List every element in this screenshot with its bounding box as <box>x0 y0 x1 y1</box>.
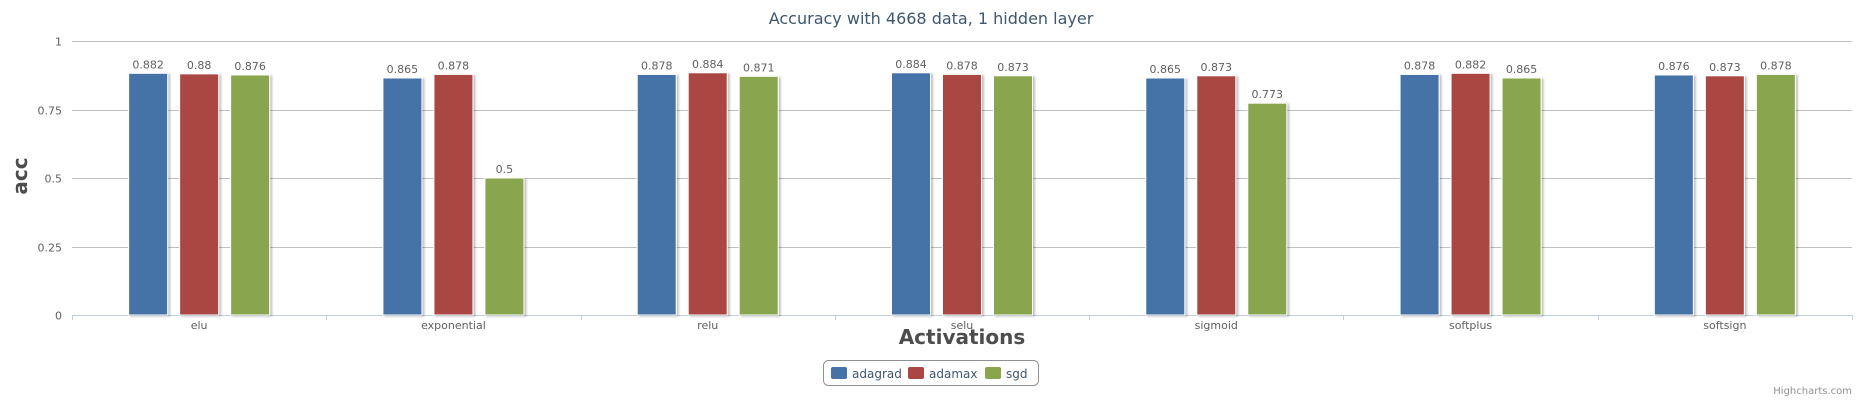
bar-sgd-exponential[interactable] <box>484 177 525 316</box>
legend-swatch <box>908 367 924 379</box>
bar-adagrad-softsign[interactable] <box>1653 74 1694 316</box>
data-label: 0.876 <box>234 60 266 73</box>
y-tick-label: 1 <box>55 36 62 49</box>
data-label: 0.865 <box>1150 63 1182 76</box>
bar-sgd-selu[interactable] <box>993 75 1033 316</box>
y-tick-label: 0.75 <box>38 105 63 118</box>
y-axis-title: acc <box>8 157 32 194</box>
data-label: 0.865 <box>387 63 419 76</box>
bar-adamax-sigmoid[interactable] <box>1196 75 1237 316</box>
bar-adamax-elu[interactable] <box>179 73 220 316</box>
data-label: 0.871 <box>743 61 775 74</box>
bar-adagrad-sigmoid[interactable] <box>1145 77 1186 316</box>
legend-label: adagrad <box>852 367 902 381</box>
data-label: 0.5 <box>496 163 514 176</box>
bars <box>128 72 1796 316</box>
legend-item-adamax[interactable]: adamax <box>908 367 977 381</box>
legend-label: adamax <box>929 367 977 381</box>
legend-label: sgd <box>1006 367 1028 381</box>
bar-adamax-selu[interactable] <box>942 73 982 316</box>
chart-title: Accuracy with 4668 data, 1 hidden layer <box>769 9 1094 28</box>
x-tick-label: elu <box>191 319 208 332</box>
bar-sgd-elu[interactable] <box>230 74 271 316</box>
bar-sgd-softsign[interactable] <box>1755 73 1796 316</box>
legend-item-sgd[interactable]: sgd <box>985 367 1028 381</box>
data-label: 0.878 <box>1404 59 1436 72</box>
x-tick-label: selu <box>951 319 974 332</box>
y-tick-label: 0.5 <box>45 173 63 186</box>
x-tick-label: relu <box>697 319 718 332</box>
data-label: 0.878 <box>438 59 470 72</box>
data-label: 0.865 <box>1506 63 1538 76</box>
bar-adagrad-relu[interactable] <box>636 73 677 316</box>
bar-adamax-softplus[interactable] <box>1450 72 1491 316</box>
data-label: 0.88 <box>187 59 212 72</box>
legend-swatch <box>831 367 847 379</box>
legend-item-adagrad[interactable]: adagrad <box>831 367 902 381</box>
legend-swatch <box>985 367 1001 379</box>
x-axis-title: Activations <box>899 325 1026 349</box>
y-tick-label: 0.25 <box>38 242 63 255</box>
data-label: 0.873 <box>997 61 1029 74</box>
bar-sgd-softplus[interactable] <box>1501 77 1542 316</box>
x-tick-label: exponential <box>421 319 486 332</box>
legend-box <box>823 360 1039 386</box>
bar-adagrad-elu[interactable] <box>128 72 169 316</box>
data-labels: 0.882 0.865 0.878 0.884 0.865 0.878 0.876 0.88 0… <box>132 58 1791 176</box>
y-axis-ticks: 0 0.25 0.5 0.75 1 <box>38 36 63 323</box>
legend[interactable]: adagrad adamax sgd <box>823 360 1039 386</box>
bar-adamax-relu[interactable] <box>687 72 728 316</box>
data-label: 0.884 <box>692 58 724 71</box>
bar-sgd-sigmoid[interactable] <box>1247 102 1288 316</box>
data-label: 0.878 <box>641 59 673 72</box>
x-tick-label: sigmoid <box>1195 319 1238 332</box>
bar-adamax-softsign[interactable] <box>1704 75 1745 316</box>
y-tick-label: 0 <box>55 310 62 323</box>
data-label: 0.876 <box>1658 60 1690 73</box>
credits[interactable]: Highcharts.com <box>1773 386 1852 397</box>
bar-adagrad-exponential[interactable] <box>382 77 423 316</box>
data-label: 0.878 <box>946 59 978 72</box>
data-label: 0.873 <box>1709 61 1741 74</box>
data-label: 0.873 <box>1201 61 1233 74</box>
bar-adamax-exponential[interactable] <box>433 73 474 316</box>
x-tick-label: softplus <box>1449 319 1492 332</box>
data-label: 0.882 <box>132 58 164 71</box>
data-label: 0.773 <box>1252 88 1284 101</box>
data-label: 0.882 <box>1455 58 1487 71</box>
bar-sgd-relu[interactable] <box>738 75 779 316</box>
x-axis-ticks: elu exponential relu selu sigmoid softplus sof… <box>191 319 1747 332</box>
x-tick-label: softsign <box>1703 319 1746 332</box>
data-label: 0.878 <box>1760 59 1792 72</box>
bar-adagrad-selu[interactable] <box>891 72 931 316</box>
data-label: 0.884 <box>895 58 927 71</box>
bar-adagrad-softplus[interactable] <box>1399 73 1440 316</box>
x-axis-tick-marks <box>72 315 1853 320</box>
